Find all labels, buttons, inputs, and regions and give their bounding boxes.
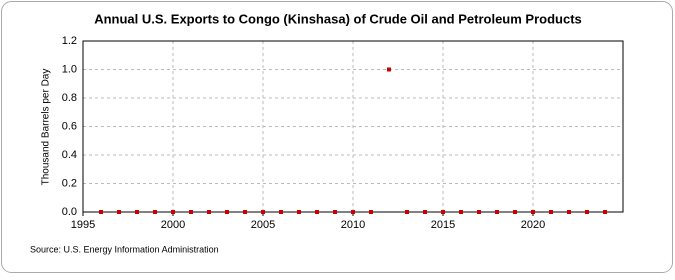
y-tick-label: 1.0 (62, 63, 77, 75)
point (441, 210, 445, 214)
point (549, 210, 553, 214)
x-tick-label: 2010 (341, 219, 365, 231)
point (315, 210, 319, 214)
point (369, 210, 373, 214)
point (495, 210, 499, 214)
y-axis-label: Thousand Barrels per Day (41, 69, 52, 186)
chart-title: Annual U.S. Exports to Congo (Kinshasa) … (94, 11, 582, 26)
point (261, 210, 265, 214)
y-tick-label: 0.0 (62, 206, 77, 218)
point (279, 210, 283, 214)
x-tick-label: 2005 (251, 219, 275, 231)
point (225, 210, 229, 214)
x-tick-label: 2015 (431, 219, 455, 231)
y-tick-label: 0.8 (62, 92, 77, 104)
y-tick-label: 1.2 (62, 35, 77, 47)
point (513, 210, 517, 214)
point (351, 210, 355, 214)
point (207, 210, 211, 214)
point (171, 210, 175, 214)
point (585, 210, 589, 214)
y-tick-label: 0.6 (62, 120, 77, 132)
x-tick-label: 2020 (521, 219, 545, 231)
point (405, 210, 409, 214)
point (531, 210, 535, 214)
point (189, 210, 193, 214)
point (333, 210, 337, 214)
point (135, 210, 139, 214)
point (99, 210, 103, 214)
point (459, 210, 463, 214)
point (387, 67, 391, 72)
x-tick-label: 2000 (161, 219, 185, 231)
frame (1, 1, 673, 273)
point (603, 210, 607, 214)
x-tick-label: 1995 (71, 219, 95, 231)
y-tick-label: 0.4 (62, 149, 77, 161)
point (117, 210, 121, 214)
point (567, 210, 571, 214)
point (153, 210, 157, 214)
point (423, 210, 427, 214)
y-tick-label: 0.2 (62, 177, 77, 189)
point (297, 210, 301, 214)
source: Source: U.S. Energy Information Administ… (30, 244, 219, 254)
point (243, 210, 247, 214)
point (477, 210, 481, 214)
